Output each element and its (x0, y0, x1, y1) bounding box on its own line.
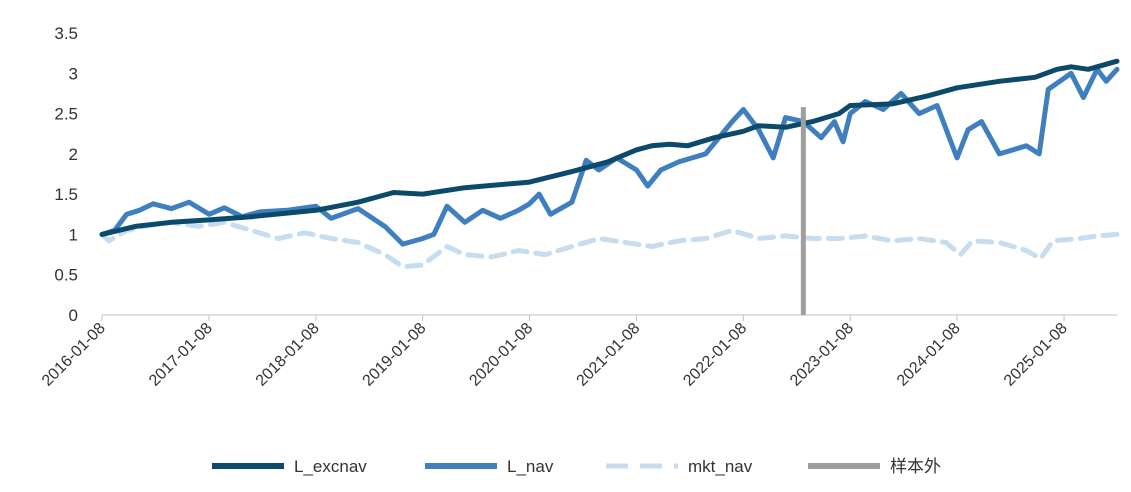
legend-item: L_excnav (212, 457, 367, 476)
legend-item: L_nav (425, 457, 554, 476)
y-tick-label: 3 (69, 64, 78, 83)
legend-item: 样本外 (808, 457, 941, 476)
plot-area (99, 58, 1120, 315)
y-axis-tick-labels: 0 0.5 1 1.5 2 2.5 3 3.5 (54, 24, 78, 325)
legend-label: L_nav (507, 457, 554, 476)
x-axis-ticks: 2016-01-08 2017-01-08 2018-01-08 2019-01-08… (39, 315, 1071, 390)
x-tick-label: 2019-01-08 (360, 320, 430, 390)
y-tick-label: 0.5 (54, 266, 78, 285)
legend-label: mkt_nav (688, 457, 753, 476)
legend-label: 样本外 (890, 457, 941, 476)
x-tick-label: 2023-01-08 (787, 320, 857, 390)
x-tick-label: 2022-01-08 (680, 320, 750, 390)
y-tick-label: 2.5 (54, 105, 78, 124)
x-tick-label: 2017-01-08 (146, 320, 216, 390)
x-tick-label: 2021-01-08 (574, 320, 644, 390)
y-tick-label: 2 (69, 145, 78, 164)
legend-label: L_excnav (294, 457, 367, 476)
x-tick-label: 2020-01-08 (466, 320, 536, 390)
series-line-l-nav (99, 66, 1120, 247)
x-tick-label: 2024-01-08 (894, 320, 964, 390)
x-tick-label: 2025-01-08 (1001, 320, 1071, 390)
y-tick-label: 1.5 (54, 185, 78, 204)
x-tick-label: 2016-01-08 (39, 320, 109, 390)
legend: L_excnav L_nav mkt_nav 样本外 (212, 457, 941, 476)
y-tick-label: 0 (69, 306, 78, 325)
y-tick-label: 1 (69, 225, 78, 244)
series-line-mkt-nav (99, 219, 1120, 270)
series-line-l-excnav (99, 58, 1120, 237)
legend-item: mkt_nav (606, 457, 753, 476)
y-tick-label: 3.5 (54, 24, 78, 43)
x-tick-label: 2018-01-08 (253, 320, 323, 390)
